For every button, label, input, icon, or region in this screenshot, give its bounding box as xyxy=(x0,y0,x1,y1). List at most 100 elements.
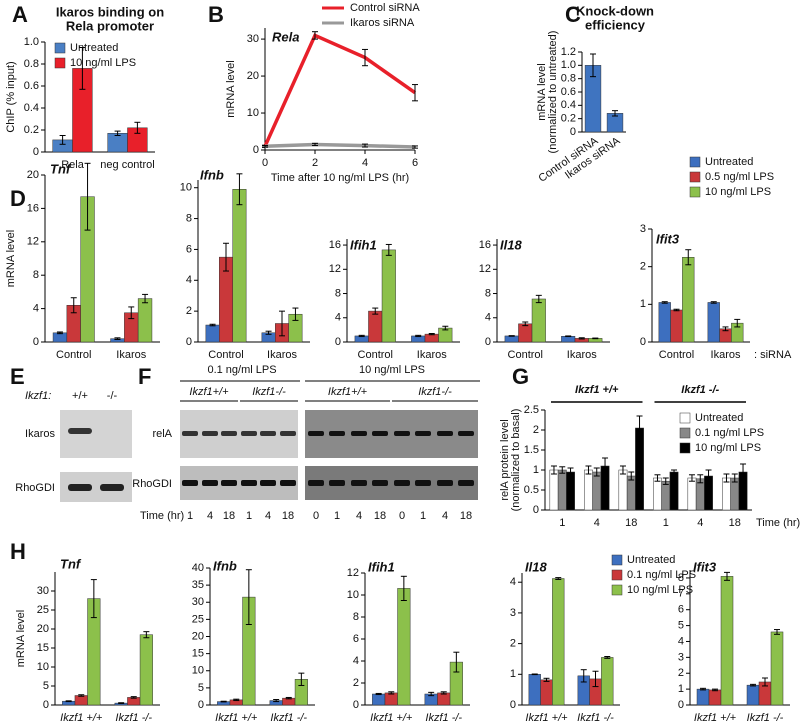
bar xyxy=(696,688,710,706)
legend-swatch xyxy=(679,442,691,454)
panel-letter: A xyxy=(12,2,28,27)
chart-title: efficiency xyxy=(585,17,646,32)
y-tick-label: 8 xyxy=(678,572,684,584)
bar xyxy=(566,471,575,511)
bar xyxy=(601,657,614,706)
bar xyxy=(52,332,68,343)
blot-band xyxy=(415,480,431,486)
y-tick-label: 0.2 xyxy=(561,113,576,125)
bar xyxy=(397,588,411,706)
bar xyxy=(669,471,679,511)
legend-swatch xyxy=(54,57,66,69)
chart-title: Rela xyxy=(272,29,299,44)
x-tick-label: Ikzf1 +/+ xyxy=(694,712,737,724)
bar xyxy=(549,469,559,511)
lane-label: 18 xyxy=(223,510,235,522)
y-tick-label: 0 xyxy=(353,699,359,711)
y-tick-label: 0 xyxy=(198,699,204,711)
blot-band xyxy=(394,431,410,436)
y-axis-label: ChIP (% input) xyxy=(5,61,17,132)
blot-band xyxy=(372,480,388,486)
y-tick-label: 0.6 xyxy=(561,86,576,98)
lane-label: 4 xyxy=(442,510,448,522)
blot-band xyxy=(100,484,124,491)
y-tick-label: 0 xyxy=(33,146,39,158)
bar xyxy=(708,689,722,706)
x-axis-label: Time (hr) xyxy=(756,517,800,529)
blot-label: Ikzf1-/- xyxy=(252,386,286,398)
blot-band xyxy=(280,480,296,486)
x-tick-label: 1 xyxy=(559,517,565,529)
y-tick-label: 3 xyxy=(678,651,684,663)
y-axis-label: mRNA level xyxy=(536,63,548,120)
blot-label: 10 ng/ml LPS xyxy=(359,364,425,376)
bar xyxy=(137,298,153,343)
y-tick-label: 4 xyxy=(186,274,192,286)
x-tick-label: Ikzf1 +/+ xyxy=(215,712,258,724)
bar xyxy=(424,333,439,343)
bar xyxy=(139,634,153,706)
y-axis-label: relA protein level xyxy=(499,419,511,500)
y-tick-label: 0 xyxy=(186,336,192,348)
bar xyxy=(384,692,398,706)
bar xyxy=(730,477,740,511)
y-tick-label: 0.4 xyxy=(561,99,576,111)
lane-label: 4 xyxy=(356,510,362,522)
x-tick-label: 18 xyxy=(729,517,741,529)
chart-title: Ifih1 xyxy=(368,559,395,574)
y-tick-label: 35 xyxy=(192,579,204,591)
lane-label: 0 xyxy=(399,510,405,522)
legend-swatch xyxy=(611,584,623,596)
x-tick-label: 0 xyxy=(262,157,268,169)
blot-band xyxy=(182,480,198,486)
x-tick-label: Ikaros xyxy=(116,349,146,361)
blot-band xyxy=(458,480,474,486)
blot-band xyxy=(351,480,367,486)
y-tick-label: 10 xyxy=(347,589,359,601)
y-tick-label: 10 xyxy=(180,182,192,194)
y-tick-label: 0.5 xyxy=(524,484,539,496)
blot-band xyxy=(221,431,237,436)
x-tick-label: 1 xyxy=(663,517,669,529)
x-tick-label: neg control xyxy=(100,159,154,171)
bar xyxy=(381,249,396,343)
y-tick-label: 16 xyxy=(329,239,341,251)
chart-title: Ifih1 xyxy=(350,237,377,252)
y-tick-label: 8 xyxy=(33,269,39,281)
lane-label: 18 xyxy=(374,510,386,522)
x-tick-label: Ikzf1 +/+ xyxy=(370,712,413,724)
blot-band xyxy=(241,431,257,436)
bar xyxy=(504,335,519,343)
blot-band xyxy=(260,480,276,486)
bar xyxy=(661,480,671,511)
blot-band xyxy=(437,480,453,486)
legend-label: Ikaros siRNA xyxy=(350,17,415,29)
legend-label: 10 ng/ml LPS xyxy=(695,442,761,454)
y-tick-label: 6 xyxy=(186,243,192,255)
blot-band xyxy=(329,431,345,436)
y-tick-label: 16 xyxy=(479,239,491,251)
blot-label: +/+ xyxy=(72,390,88,402)
y-tick-label: 4 xyxy=(485,312,491,324)
x-tick-label: Ikzf1 -/- xyxy=(747,712,784,724)
panel-letter: C xyxy=(565,2,581,27)
y-tick-label: 0 xyxy=(678,699,684,711)
y-tick-label: 0 xyxy=(335,336,341,348)
y-tick-label: 25 xyxy=(192,613,204,625)
lane-label: 4 xyxy=(207,510,213,522)
x-tick-label: Ikzf1 +/+ xyxy=(60,712,103,724)
bar xyxy=(557,469,567,511)
bar xyxy=(695,478,705,511)
y-tick-label: 12 xyxy=(329,263,341,275)
y-tick-label: 15 xyxy=(37,642,49,654)
blot-band xyxy=(372,431,388,436)
y-axis-label: (normalized to basal) xyxy=(510,409,522,512)
y-tick-label: 0 xyxy=(640,336,646,348)
y-tick-label: 10 xyxy=(37,661,49,673)
blot-band xyxy=(437,431,453,436)
x-tick-label: Ikaros xyxy=(267,349,297,361)
legend-label: Untreated xyxy=(70,42,118,54)
y-tick-label: 6 xyxy=(678,604,684,616)
bar xyxy=(561,335,576,343)
